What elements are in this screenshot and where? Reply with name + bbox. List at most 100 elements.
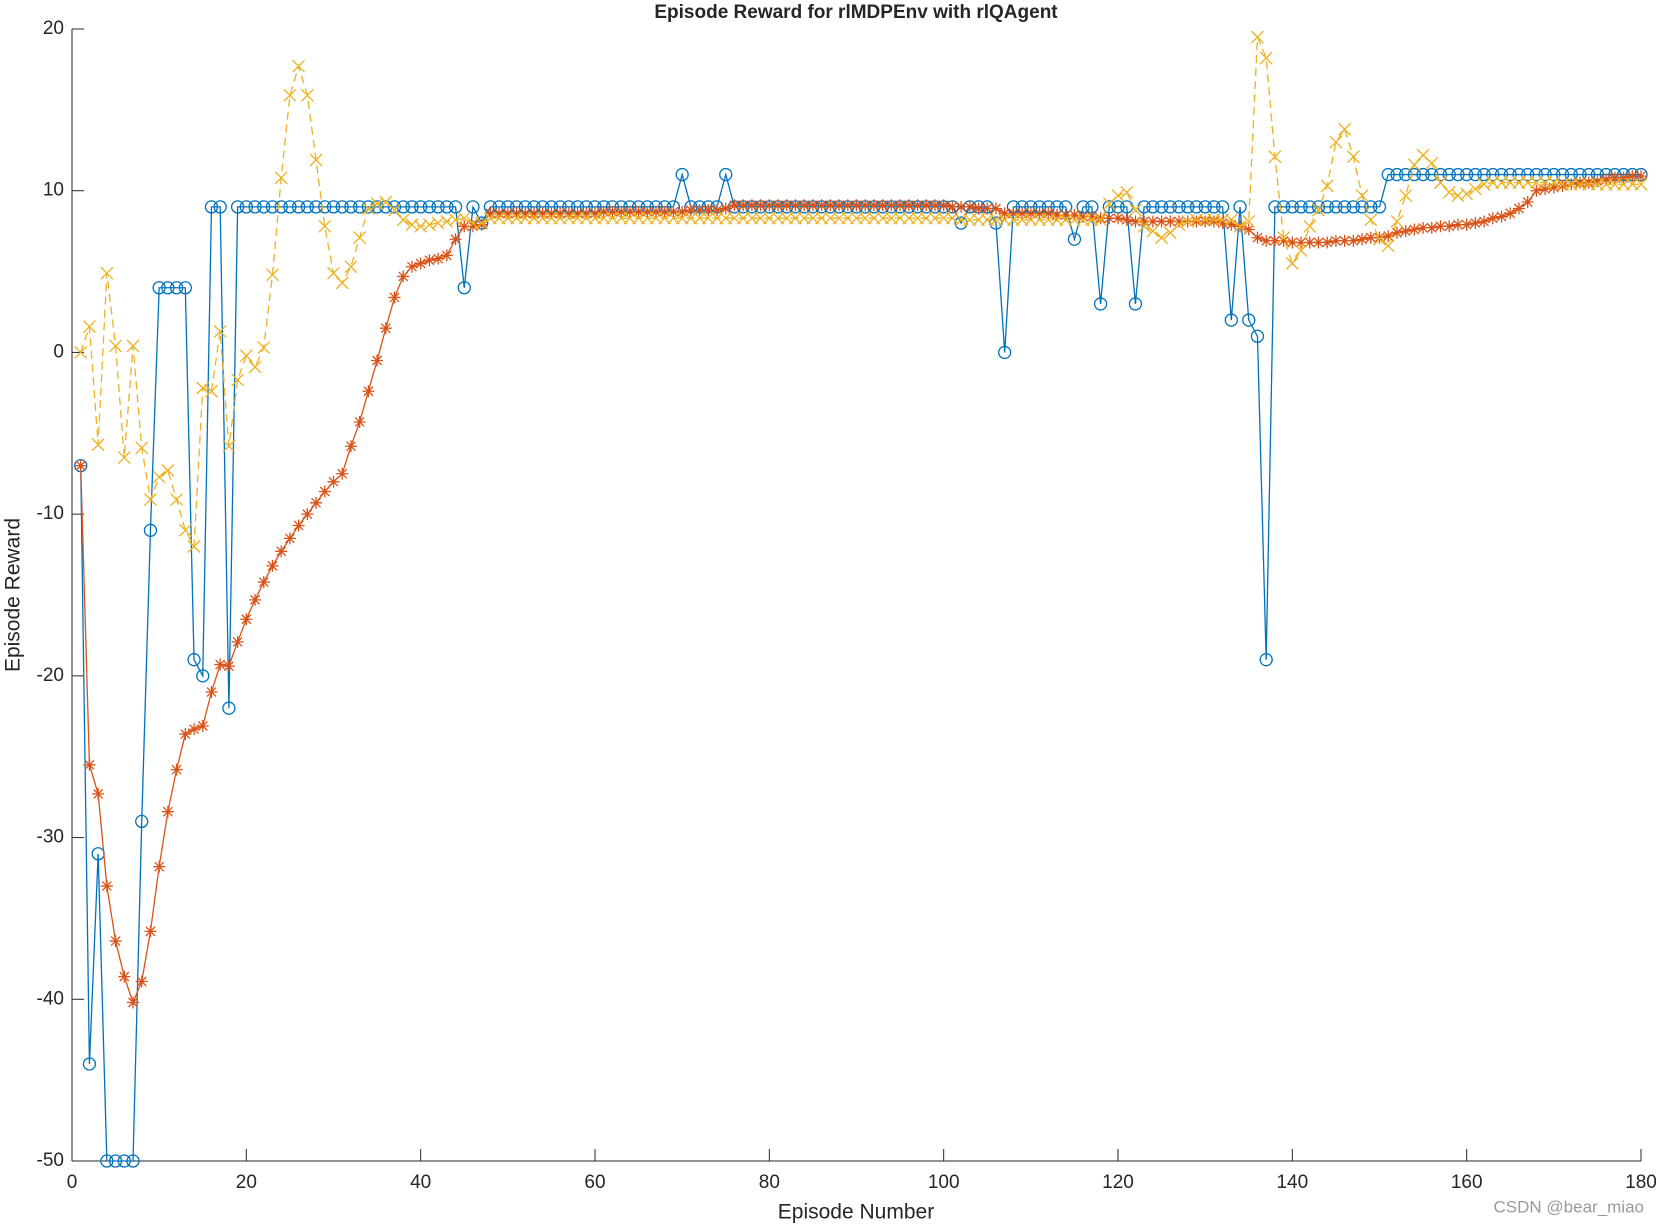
marker [1111, 189, 1125, 203]
marker [143, 523, 158, 537]
marker [606, 205, 619, 218]
marker [998, 207, 1011, 220]
marker [440, 214, 454, 228]
marker [1138, 215, 1151, 228]
marker [1146, 200, 1160, 214]
chart-title: Episode Reward for rlMDPEnv with rlQAgen… [654, 2, 1058, 23]
marker [1112, 212, 1124, 225]
marker [1373, 231, 1386, 244]
marker [422, 200, 437, 214]
marker [1277, 231, 1291, 245]
marker [205, 384, 218, 398]
marker [178, 281, 192, 295]
marker [1512, 167, 1526, 182]
marker [1529, 167, 1544, 182]
x-tick-label: 120 [1102, 1172, 1134, 1193]
marker [1442, 185, 1456, 199]
marker [449, 213, 462, 227]
marker [867, 199, 880, 212]
marker [1181, 200, 1195, 214]
marker [562, 207, 575, 220]
marker [431, 200, 445, 214]
marker [231, 635, 244, 648]
marker [1425, 156, 1439, 170]
marker [1469, 217, 1482, 230]
marker [74, 345, 88, 359]
marker [1146, 224, 1160, 238]
y-axis-label: Episode Reward [2, 518, 25, 672]
marker [327, 266, 340, 280]
x-tick-label: 160 [1451, 1172, 1483, 1193]
marker [789, 199, 802, 212]
marker [1329, 200, 1343, 214]
marker [1451, 167, 1465, 182]
marker [1468, 182, 1482, 196]
marker [1024, 207, 1037, 220]
marker [1251, 30, 1264, 44]
marker [91, 438, 105, 452]
marker [153, 860, 166, 873]
marker [423, 254, 436, 267]
marker [1164, 215, 1177, 228]
marker [1251, 231, 1264, 244]
marker [1199, 215, 1212, 228]
marker [1173, 215, 1186, 228]
marker [1286, 236, 1299, 249]
marker [493, 207, 506, 220]
marker [1120, 185, 1134, 199]
marker [1207, 200, 1221, 214]
marker [1067, 232, 1082, 246]
marker [1390, 214, 1404, 228]
marker [702, 204, 715, 217]
marker [632, 205, 645, 218]
marker [1390, 226, 1403, 239]
watermark: CSDN @bear_miao [1494, 1197, 1644, 1216]
marker [240, 613, 253, 626]
marker [300, 88, 314, 102]
marker [222, 660, 235, 673]
marker [1103, 212, 1116, 225]
marker [1155, 231, 1169, 245]
marker [1451, 189, 1465, 203]
marker [440, 200, 454, 214]
marker [108, 1154, 123, 1168]
marker [545, 207, 558, 220]
marker [589, 207, 601, 220]
x-tick-label: 0 [67, 1172, 78, 1193]
marker [257, 576, 270, 589]
marker [1547, 181, 1560, 194]
marker [230, 200, 245, 214]
marker [719, 202, 732, 215]
marker [109, 339, 123, 353]
marker [1468, 167, 1483, 182]
marker [911, 199, 924, 212]
marker [352, 200, 367, 214]
marker [170, 763, 183, 776]
marker [571, 207, 584, 220]
marker [371, 354, 384, 367]
marker [387, 200, 402, 214]
marker [998, 345, 1012, 360]
marker [187, 540, 201, 553]
marker [82, 320, 96, 334]
marker [1094, 213, 1108, 227]
marker [1433, 167, 1448, 182]
marker [152, 470, 166, 484]
marker [344, 440, 357, 453]
marker [876, 199, 889, 212]
marker [1608, 171, 1621, 184]
marker [283, 200, 297, 214]
marker [667, 205, 680, 218]
marker [309, 153, 323, 167]
marker [1085, 210, 1098, 223]
marker [1372, 200, 1387, 214]
marker [859, 199, 872, 212]
marker [126, 339, 140, 353]
marker [353, 231, 367, 245]
marker [161, 805, 174, 818]
y-tick-label: 20 [43, 18, 64, 39]
marker [963, 200, 976, 213]
marker [536, 207, 549, 220]
marker [955, 200, 968, 213]
marker [815, 199, 828, 212]
